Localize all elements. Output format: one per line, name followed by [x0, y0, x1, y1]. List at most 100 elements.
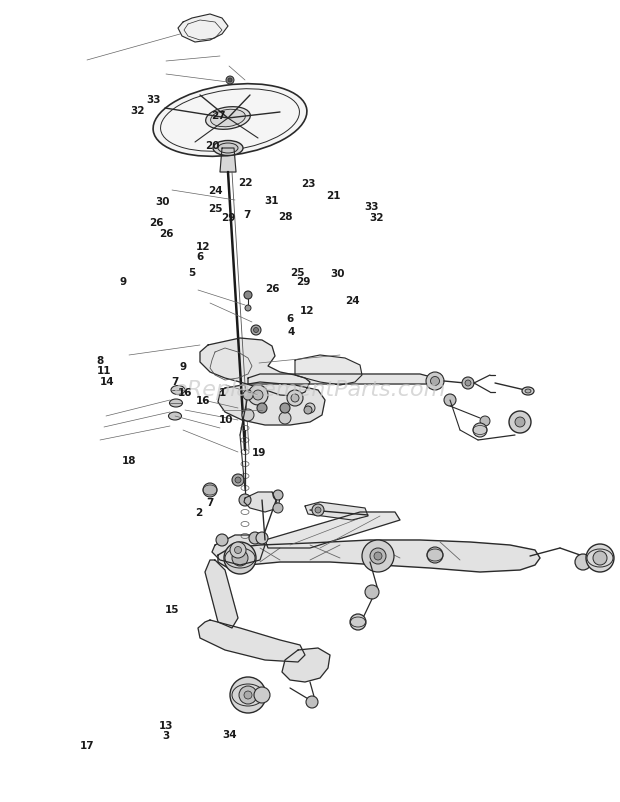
- Text: 7: 7: [171, 377, 179, 387]
- Polygon shape: [212, 535, 265, 565]
- Circle shape: [239, 494, 251, 506]
- Text: eReplacementParts.com: eReplacementParts.com: [174, 380, 446, 400]
- Ellipse shape: [213, 140, 243, 156]
- Text: 18: 18: [122, 456, 136, 466]
- Text: 7: 7: [206, 498, 213, 508]
- Text: 30: 30: [330, 269, 345, 279]
- Text: 5: 5: [188, 268, 196, 277]
- Ellipse shape: [206, 107, 250, 129]
- Text: 3: 3: [162, 731, 170, 741]
- Text: 31: 31: [264, 196, 279, 205]
- Polygon shape: [305, 502, 368, 520]
- Circle shape: [245, 305, 251, 311]
- Text: 30: 30: [155, 197, 170, 207]
- Text: 9: 9: [119, 277, 126, 287]
- Circle shape: [426, 372, 444, 390]
- Text: 32: 32: [130, 106, 145, 115]
- Polygon shape: [198, 620, 305, 662]
- Text: 13: 13: [159, 721, 174, 731]
- Circle shape: [234, 546, 242, 553]
- Text: 25: 25: [290, 268, 305, 277]
- Text: 26: 26: [149, 218, 164, 228]
- Circle shape: [509, 411, 531, 433]
- Text: 11: 11: [97, 367, 112, 376]
- Circle shape: [444, 394, 456, 406]
- Text: 16: 16: [177, 388, 192, 398]
- Circle shape: [228, 78, 232, 82]
- Text: 12: 12: [196, 242, 211, 252]
- Text: 15: 15: [165, 605, 180, 614]
- Circle shape: [230, 542, 246, 558]
- Text: 8: 8: [97, 356, 104, 366]
- Text: 34: 34: [222, 730, 237, 739]
- Circle shape: [273, 503, 283, 513]
- Text: 4: 4: [288, 327, 295, 337]
- Polygon shape: [200, 338, 310, 396]
- Circle shape: [243, 390, 253, 400]
- Circle shape: [465, 380, 471, 386]
- Circle shape: [427, 547, 443, 563]
- Text: 26: 26: [159, 229, 174, 239]
- Polygon shape: [295, 355, 362, 385]
- Circle shape: [370, 548, 386, 564]
- Polygon shape: [244, 492, 280, 512]
- Circle shape: [253, 390, 263, 400]
- Text: 21: 21: [326, 192, 341, 201]
- Text: 29: 29: [221, 213, 236, 223]
- Ellipse shape: [218, 143, 238, 153]
- Circle shape: [244, 691, 252, 699]
- Text: 26: 26: [265, 284, 280, 294]
- Polygon shape: [282, 648, 330, 682]
- Text: 20: 20: [205, 141, 219, 151]
- Ellipse shape: [171, 386, 185, 395]
- Circle shape: [228, 90, 232, 95]
- Ellipse shape: [525, 389, 531, 393]
- Polygon shape: [178, 14, 228, 42]
- Circle shape: [287, 390, 303, 406]
- Ellipse shape: [169, 399, 182, 407]
- Circle shape: [256, 532, 268, 544]
- Polygon shape: [220, 148, 236, 172]
- Circle shape: [235, 477, 241, 483]
- Circle shape: [254, 327, 259, 333]
- Circle shape: [315, 507, 321, 513]
- Circle shape: [306, 696, 318, 708]
- Ellipse shape: [169, 412, 182, 420]
- Text: 6: 6: [286, 314, 294, 324]
- Circle shape: [291, 394, 299, 402]
- Circle shape: [304, 406, 312, 414]
- Circle shape: [575, 554, 591, 570]
- Polygon shape: [218, 382, 325, 425]
- Circle shape: [244, 291, 252, 299]
- Text: 12: 12: [299, 306, 314, 316]
- Circle shape: [430, 376, 440, 386]
- Circle shape: [239, 686, 257, 704]
- Polygon shape: [218, 540, 540, 572]
- Polygon shape: [265, 512, 400, 548]
- Ellipse shape: [211, 109, 246, 127]
- Circle shape: [593, 551, 607, 565]
- Circle shape: [480, 416, 490, 426]
- Circle shape: [232, 550, 248, 566]
- Circle shape: [473, 423, 487, 437]
- Text: 28: 28: [278, 212, 293, 221]
- Text: 7: 7: [243, 210, 250, 220]
- Ellipse shape: [153, 83, 307, 156]
- Text: 33: 33: [365, 202, 379, 212]
- Text: 9: 9: [179, 362, 187, 371]
- Circle shape: [226, 76, 234, 84]
- Text: 6: 6: [196, 252, 203, 261]
- Text: 25: 25: [208, 204, 223, 213]
- Circle shape: [350, 614, 366, 630]
- Ellipse shape: [522, 387, 534, 395]
- Circle shape: [462, 377, 474, 389]
- Polygon shape: [205, 560, 238, 628]
- Text: 29: 29: [296, 277, 311, 287]
- Circle shape: [586, 544, 614, 572]
- Text: 32: 32: [370, 213, 384, 223]
- Circle shape: [251, 325, 261, 335]
- Circle shape: [242, 409, 254, 421]
- Text: 23: 23: [301, 180, 316, 189]
- Circle shape: [305, 403, 315, 413]
- Circle shape: [279, 412, 291, 424]
